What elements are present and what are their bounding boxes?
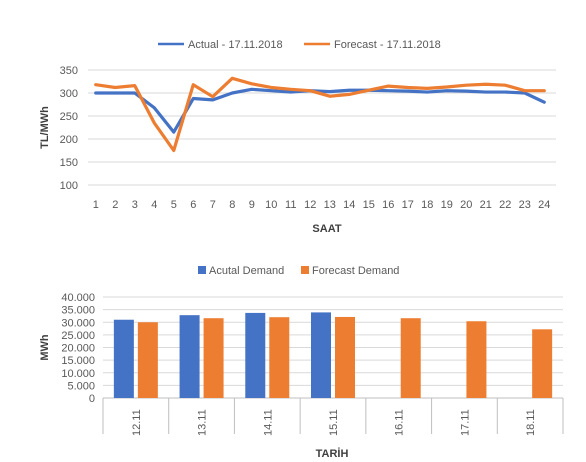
legend-swatch-2 [301,266,309,274]
y-tick-label: 100 [60,180,78,192]
legend-swatch-1 [198,266,206,274]
y-tick-label: 150 [60,157,78,169]
x-tick-label: 8 [229,199,235,211]
x-tick-label: 15 [363,199,375,211]
x-tick-label: 24 [538,199,550,211]
y-tick-label: 20.000 [61,343,95,355]
x-tick-label: 23 [519,199,531,211]
x-tick-label: 7 [210,199,216,211]
x-tick-label: 14.11 [262,409,274,436]
bar-forecast [532,329,553,398]
series-line-2 [94,76,546,153]
bar-forecast [203,318,224,398]
x-axis-title: SAAT [312,223,341,235]
x-tick-label: 12 [304,199,316,211]
x-tick-label: 16 [382,199,394,211]
x-tick-label: 12.11 [131,409,143,436]
x-tick-label: 17.11 [459,409,471,436]
bar-forecast [269,317,290,398]
y-tick-label: 35.000 [61,305,95,317]
x-tick-label: 11 [285,199,296,211]
x-tick-label: 14 [343,199,355,211]
bar-actual [179,315,200,398]
y-tick-label: 250 [60,111,78,123]
x-tick-label: 9 [249,199,255,211]
legend-label-1: Acutal Demand [209,265,284,277]
x-tick-label: 1 [93,199,99,211]
bar-actual [245,312,266,398]
x-tick-label: 20 [460,199,472,211]
series-line-1 [94,87,546,134]
x-tick-label: 13 [324,199,336,211]
x-tick-label: 17 [402,199,414,211]
bar-forecast [335,316,355,398]
legend-label-2: Forecast - 17.11.2018 [334,39,441,51]
y-tick-label: 30.000 [61,317,95,329]
x-tick-label: 21 [480,199,492,211]
x-tick-label: 4 [151,199,157,211]
x-tick-label: 18 [421,199,433,211]
bar-forecast [400,318,421,398]
y-axis-title: TL/MWh [39,106,51,149]
x-tick-label: 15.11 [328,409,340,436]
y-tick-label: 10.000 [61,368,95,380]
x-tick-label: 10 [265,199,277,211]
x-tick-label: 18.11 [525,409,537,436]
y-tick-label: 350 [60,65,78,77]
x-tick-label: 16.11 [394,409,406,436]
legend-label-1: Actual - 17.11.2018 [188,39,283,51]
x-tick-label: 13.11 [197,409,209,436]
bar-actual [311,312,331,398]
x-tick-label: 2 [112,199,118,211]
y-tick-label: 300 [60,88,78,100]
legend-label-2: Forecast Demand [312,265,399,277]
y-tick-label: 0 [89,393,95,405]
x-tick-label: 22 [499,199,511,211]
x-axis-title: TARİH [316,447,349,460]
bar-actual [113,319,134,398]
x-tick-label: 19 [441,199,453,211]
line-chart: Actual - 17.11.2018 Forecast - 17.11.2018… [39,39,556,235]
y-tick-label: 40.000 [61,292,95,304]
bar-forecast [466,321,487,398]
y-tick-label: 200 [60,134,78,146]
x-tick-label: 6 [190,199,196,211]
y-tick-label: 15.000 [61,355,95,367]
y-tick-label: 5.000 [67,380,95,392]
y-tick-label: 25.000 [61,330,95,342]
y-axis-title: MWh [39,334,51,361]
x-tick-label: 5 [171,199,177,211]
x-tick-label: 3 [132,199,138,211]
bar-forecast [137,322,158,398]
